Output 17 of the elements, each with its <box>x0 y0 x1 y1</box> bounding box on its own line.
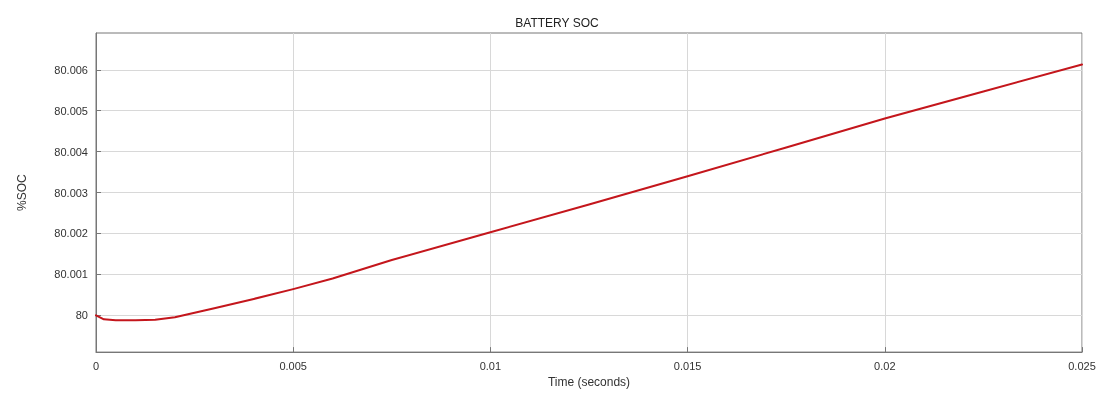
line-series <box>95 63 1083 322</box>
x-axis-title: Time (seconds) <box>547 375 631 389</box>
x-tick-label: 0 <box>92 359 100 372</box>
y-tick-label: 80.005 <box>54 104 88 117</box>
x-tick-label: 0.005 <box>279 359 307 372</box>
y-tick-label: 80.006 <box>54 63 88 76</box>
y-tick-label: 80 <box>75 309 88 322</box>
y-tick-label: 80.001 <box>54 268 88 281</box>
chart-title: BATTERY SOC <box>515 16 600 30</box>
x-tick-label: 0.025 <box>1068 359 1096 372</box>
y-tick-label: 80.002 <box>54 227 88 240</box>
x-tick-label: 0.02 <box>874 359 896 372</box>
y-tick-label: 80.004 <box>54 145 88 158</box>
y-tick-label: 80.003 <box>54 186 88 199</box>
x-tick-label: 0.015 <box>673 359 702 372</box>
y-axis-title: %SOC <box>15 173 29 211</box>
x-tick-label: 0.01 <box>479 359 502 372</box>
